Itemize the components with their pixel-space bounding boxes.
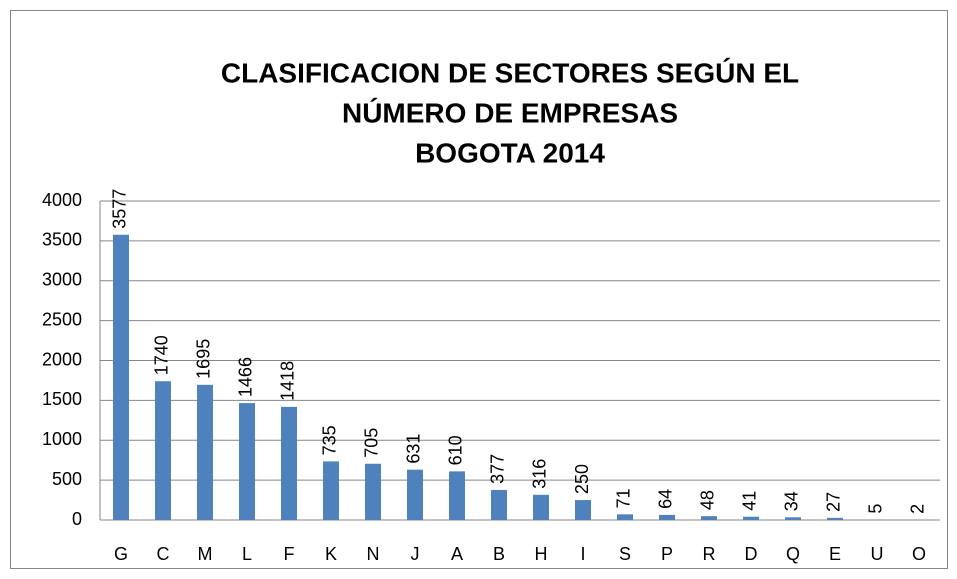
bar [575, 500, 591, 520]
bar [407, 469, 423, 520]
data-label: 610 [446, 435, 466, 465]
x-tick-label: R [703, 544, 716, 564]
data-label: 34 [782, 491, 802, 511]
chart-border [10, 10, 948, 569]
x-tick-label: A [451, 544, 463, 564]
y-tick-label: 4000 [42, 190, 82, 210]
y-tick-label: 2500 [42, 309, 82, 329]
data-label: 705 [362, 428, 382, 458]
bar [743, 516, 759, 520]
x-tick-label: D [745, 544, 758, 564]
data-label: 1466 [236, 357, 256, 397]
data-label: 48 [698, 490, 718, 510]
data-label: 316 [530, 459, 550, 489]
x-tick-label: P [661, 544, 673, 564]
x-tick-label: H [535, 544, 548, 564]
chart-title: BOGOTA 2014 [415, 137, 605, 168]
x-tick-label: Q [786, 544, 800, 564]
x-tick-label: C [157, 544, 170, 564]
x-tick-label: O [912, 544, 926, 564]
data-label: 735 [320, 425, 340, 455]
y-tick-label: 3000 [42, 270, 82, 290]
data-label: 631 [404, 434, 424, 464]
x-tick-label: B [493, 544, 505, 564]
bar [113, 234, 129, 520]
y-tick-label: 1500 [42, 389, 82, 409]
data-label: 2 [908, 504, 928, 514]
bar [155, 381, 171, 520]
bar [197, 384, 213, 520]
x-tick-label: F [284, 544, 295, 564]
x-tick-label: G [114, 544, 128, 564]
x-tick-label: K [325, 544, 337, 564]
x-tick-label: L [242, 544, 252, 564]
bar [491, 489, 507, 520]
x-tick-label: J [411, 544, 420, 564]
data-label: 250 [572, 464, 592, 494]
bar [533, 494, 549, 520]
x-tick-label: I [580, 544, 585, 564]
chart-title: NÚMERO DE EMPRESAS [342, 97, 678, 128]
data-label: 1740 [152, 335, 172, 375]
data-label: 71 [614, 488, 634, 508]
bar [659, 514, 675, 520]
y-tick-label: 0 [72, 509, 82, 529]
bar [449, 471, 465, 520]
data-label: 377 [488, 454, 508, 484]
y-tick-label: 3500 [42, 230, 82, 250]
bar [239, 403, 255, 520]
y-tick-label: 500 [52, 469, 82, 489]
data-label: 41 [740, 491, 760, 511]
chart-title: CLASIFICACION DE SECTORES SEGÚN EL [221, 57, 799, 88]
y-tick-label: 2000 [42, 349, 82, 369]
data-label: 5 [866, 504, 886, 514]
data-label: 3577 [110, 189, 130, 229]
data-label: 64 [656, 489, 676, 509]
bar [827, 517, 843, 520]
x-tick-label: E [829, 544, 841, 564]
bar [323, 461, 339, 520]
bar [701, 516, 717, 520]
bar [281, 406, 297, 520]
data-label: 27 [824, 492, 844, 512]
x-tick-label: N [367, 544, 380, 564]
bar [785, 517, 801, 520]
data-label: 1695 [194, 339, 214, 379]
y-tick-label: 1000 [42, 429, 82, 449]
data-label: 1418 [278, 361, 298, 401]
bar [617, 514, 633, 520]
x-tick-label: U [871, 544, 884, 564]
x-tick-label: M [198, 544, 213, 564]
bar [365, 463, 381, 520]
x-tick-label: S [619, 544, 631, 564]
